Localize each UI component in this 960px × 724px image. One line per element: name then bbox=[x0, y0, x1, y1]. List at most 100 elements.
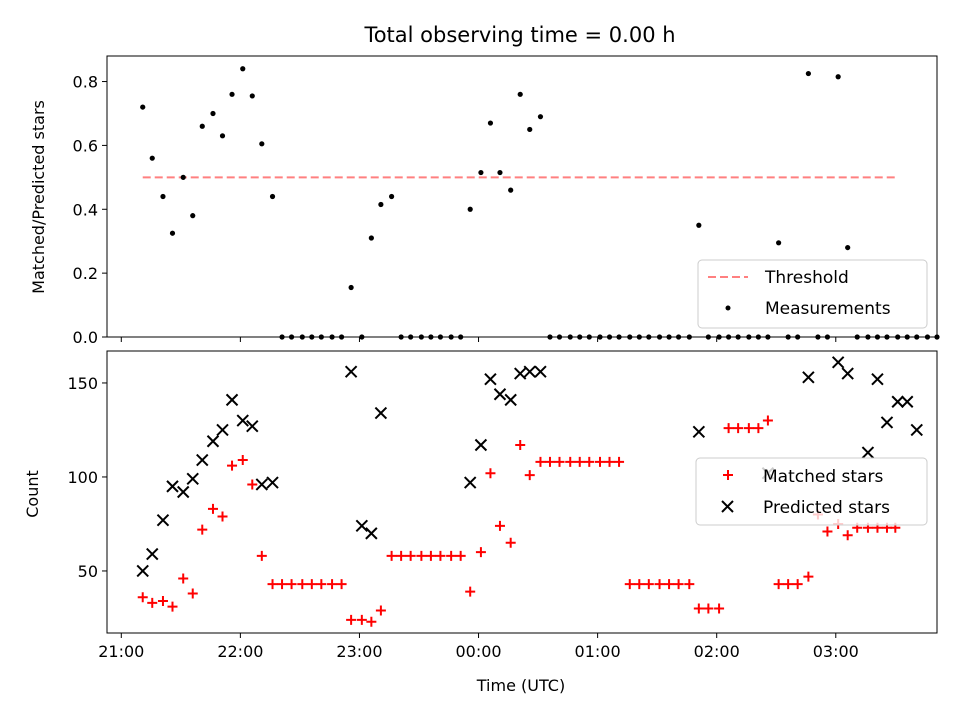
matched-star-point bbox=[147, 597, 158, 608]
predicted-legend-swatch bbox=[721, 500, 734, 513]
predicted-star-point bbox=[692, 425, 706, 439]
x-tick-label: 22:00 bbox=[217, 642, 263, 661]
predicted-star-point bbox=[880, 416, 894, 429]
measurement-point bbox=[338, 334, 345, 340]
measurement-point bbox=[368, 235, 374, 241]
count-legend: Matched stars Predicted stars bbox=[695, 457, 928, 526]
matched-star-point bbox=[446, 550, 457, 561]
measurement-point bbox=[924, 334, 931, 340]
ratio-panel: 0.00.20.40.60.8 Matched/Predicted stars … bbox=[29, 55, 940, 347]
measurement-point bbox=[537, 114, 544, 120]
matched-star-point bbox=[714, 603, 725, 614]
measurement-point bbox=[348, 284, 354, 291]
matched-star-point bbox=[256, 550, 267, 561]
matched-star-point bbox=[494, 520, 505, 531]
matched-star-point bbox=[356, 614, 367, 625]
measurement-point bbox=[597, 334, 603, 340]
measurement-point bbox=[656, 334, 663, 340]
matched-star-point bbox=[664, 579, 675, 590]
predicted-star-point bbox=[196, 453, 209, 467]
measurement-point bbox=[318, 334, 324, 340]
matched-star-point bbox=[565, 456, 576, 467]
ratio-y-tick-label: 0.6 bbox=[73, 136, 98, 155]
predicted-star-point bbox=[186, 472, 199, 486]
matched-star-point bbox=[505, 537, 516, 548]
chart-title: Total observing time = 0.00 h bbox=[363, 23, 675, 47]
matched-star-point bbox=[792, 579, 803, 590]
measurement-point bbox=[815, 334, 821, 340]
predicted-star-point bbox=[255, 478, 269, 491]
matched-star-point bbox=[643, 579, 654, 590]
x-tick-label: 00:00 bbox=[455, 642, 501, 661]
matched-star-point bbox=[654, 579, 665, 590]
matched-star-point bbox=[604, 456, 615, 467]
predicted-star-point bbox=[484, 372, 497, 386]
measurement-point bbox=[845, 244, 851, 251]
measurement-point bbox=[428, 334, 434, 340]
matched-star-point bbox=[416, 550, 427, 561]
measurement-point bbox=[805, 70, 811, 77]
matched-star-point bbox=[207, 503, 218, 514]
matched-star-point bbox=[316, 579, 327, 590]
matched-star-point bbox=[723, 423, 734, 434]
measurement-point bbox=[199, 123, 205, 129]
measurement-point bbox=[229, 91, 235, 97]
predicted-star-point bbox=[514, 367, 527, 380]
predicted-star-point bbox=[206, 435, 220, 448]
matched-star-point bbox=[297, 579, 308, 590]
measurement-point bbox=[180, 174, 186, 180]
x-tick-label: 23:00 bbox=[336, 642, 382, 661]
ratio-y-tick-label: 0.2 bbox=[73, 264, 98, 283]
count-panel: 50 100 150 21:00 22:00 23:00 00:00 01:00 02:00 03… bbox=[23, 350, 938, 695]
measurement-point bbox=[269, 193, 276, 200]
measurement-point bbox=[746, 334, 752, 340]
matched-star-point bbox=[684, 579, 695, 590]
matched-star-point bbox=[267, 579, 278, 590]
measurement-point bbox=[517, 91, 523, 97]
predicted-star-point bbox=[474, 438, 488, 452]
measurement-point bbox=[765, 334, 771, 340]
matched-star-point bbox=[544, 456, 555, 467]
x-tick-label: 03:00 bbox=[813, 642, 859, 661]
matched-star-point bbox=[277, 579, 288, 590]
measurement-point bbox=[467, 206, 473, 212]
predicted-star-point bbox=[246, 419, 259, 433]
matched-star-point bbox=[783, 579, 794, 590]
matched-star-point bbox=[584, 456, 595, 467]
predicted-legend-label: Predicted stars bbox=[763, 498, 890, 518]
matched-star-point bbox=[187, 588, 198, 599]
predicted-star-point bbox=[374, 406, 388, 420]
measurement-point bbox=[636, 334, 642, 340]
count-axes-frame bbox=[106, 350, 938, 634]
measurement-point bbox=[527, 126, 533, 133]
measurement-point bbox=[210, 110, 216, 117]
matched-star-point bbox=[178, 573, 189, 584]
measurement-point bbox=[675, 334, 682, 340]
matched-star-point bbox=[475, 547, 486, 558]
ratio-y-tick-label: 0.8 bbox=[73, 73, 98, 92]
ratio-y-axis-label: Matched/Predicted stars bbox=[29, 100, 48, 294]
measurement-point bbox=[646, 334, 652, 340]
matched-star-point bbox=[306, 579, 317, 590]
measurement-point bbox=[389, 193, 395, 200]
matched-star-point bbox=[574, 456, 585, 467]
measurement-point bbox=[884, 334, 890, 340]
predicted-star-point bbox=[236, 414, 249, 427]
predicted-star-point bbox=[861, 446, 875, 459]
measurement-point bbox=[288, 334, 295, 340]
matched-star-point bbox=[217, 511, 228, 522]
matched-star-point bbox=[396, 550, 407, 561]
ratio-plot-area: 0.0 0.2 0.4 0.6 0.8 bbox=[73, 55, 940, 347]
matched-star-point bbox=[753, 423, 764, 434]
matched-star-point bbox=[524, 470, 535, 481]
measurement-point bbox=[686, 334, 692, 340]
count-y-tick-label: 150 bbox=[67, 374, 98, 393]
measurement-point bbox=[169, 230, 176, 236]
measurement-point bbox=[795, 334, 801, 340]
measurement-point bbox=[487, 120, 494, 126]
measurement-point bbox=[359, 334, 365, 340]
measurement-point bbox=[398, 334, 404, 340]
measurement-point bbox=[299, 334, 305, 340]
measurement-point bbox=[726, 334, 732, 340]
predicted-star-point bbox=[831, 356, 845, 369]
